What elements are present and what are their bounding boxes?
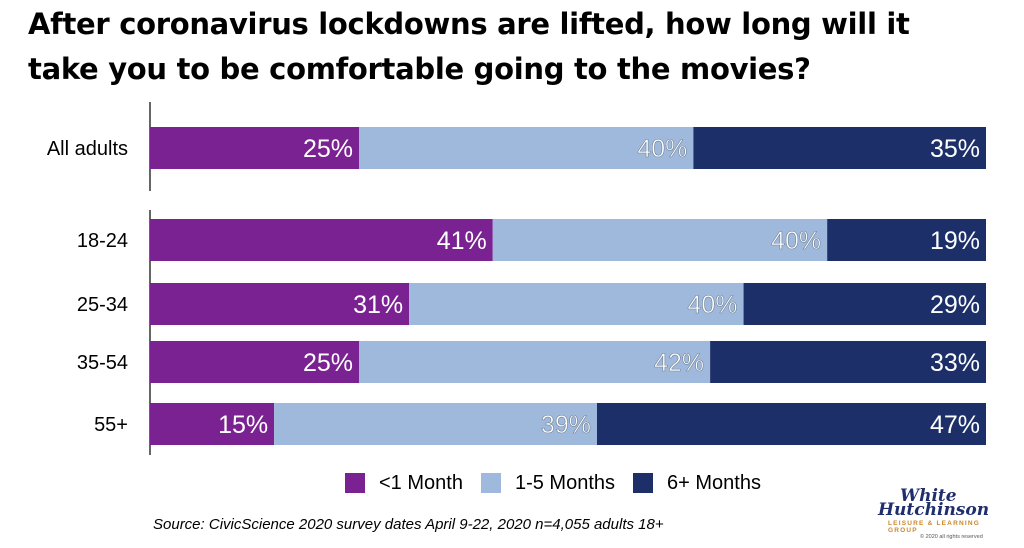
bar-segment [743, 283, 986, 325]
data-label: 42% [654, 349, 704, 377]
category-label: 55+ [94, 414, 128, 436]
bar-segment [596, 403, 986, 445]
logo-copyright: © 2020 all rights reserved [920, 534, 983, 540]
legend-swatch-6plus-months [633, 473, 654, 493]
data-label: 29% [930, 291, 980, 319]
legend-swatch-lt1-month [345, 473, 365, 493]
data-label: 25% [303, 135, 353, 163]
data-label: 39% [541, 411, 591, 439]
bar-segment [150, 403, 275, 445]
logo-tagline: LEISURE & LEARNING GROUP [888, 520, 981, 534]
bar-segment [274, 403, 597, 445]
stacked-bar-chart: All adults 25% 40% 35% 18-24 41% 40% 19% 25-34 31… [47, 102, 986, 455]
white-hutchinson-logo: White Hutchinson LEISURE & LEARNING GROU… [878, 486, 990, 544]
data-label: 19% [930, 227, 980, 255]
data-label: 40% [637, 135, 687, 163]
data-label: 47% [930, 411, 980, 439]
bar-segment [359, 341, 711, 383]
legend-label-lt1-month: <1 Month [379, 471, 463, 494]
data-label: 33% [930, 349, 980, 377]
data-label: 41% [437, 227, 487, 255]
data-label: 35% [930, 135, 980, 163]
bar-segment [150, 283, 410, 325]
data-label: 25% [303, 349, 353, 377]
legend-item-1-5-months: 1-5 Months [480, 471, 616, 495]
category-label: 25-34 [77, 294, 128, 316]
bar-segment [827, 219, 986, 261]
legend-swatch-1-5-months [480, 473, 501, 493]
bar-segment [693, 127, 986, 169]
data-label: 31% [353, 291, 403, 319]
bar-segment [359, 127, 694, 169]
category-label: 35-54 [77, 352, 128, 374]
bar-segment [150, 341, 359, 383]
bar-segment [492, 219, 828, 261]
legend-label-1-5-months: 1-5 Months [514, 471, 616, 494]
data-label: 40% [771, 227, 821, 255]
chart-title-line-1: After coronavirus lockdowns are lifted, … [28, 7, 910, 41]
chart-title: After coronavirus lockdowns are lifted, … [28, 2, 1018, 92]
bar-segment [150, 127, 359, 169]
data-label: 15% [218, 411, 268, 439]
legend: <1 Month 1-5 Months 6+ Months [345, 469, 779, 497]
logo-line-2: Hutchinson [878, 500, 990, 520]
bar-segment [409, 283, 744, 325]
legend-item-lt1-month: <1 Month [345, 472, 463, 495]
source-note: Source: CivicScience 2020 survey dates A… [153, 516, 664, 533]
legend-label-6plus-months: 6+ Months [667, 471, 761, 494]
data-label: 40% [688, 291, 738, 319]
category-label: 18-24 [77, 230, 128, 252]
bar-segment [150, 219, 493, 261]
bar-segment [710, 341, 986, 383]
category-label: All adults [47, 138, 128, 160]
logo-line-1: White [900, 486, 957, 506]
legend-item-6plus-months: 6+ Months [633, 472, 761, 495]
chart-title-line-2: take you to be comfortable going to the … [28, 52, 811, 86]
